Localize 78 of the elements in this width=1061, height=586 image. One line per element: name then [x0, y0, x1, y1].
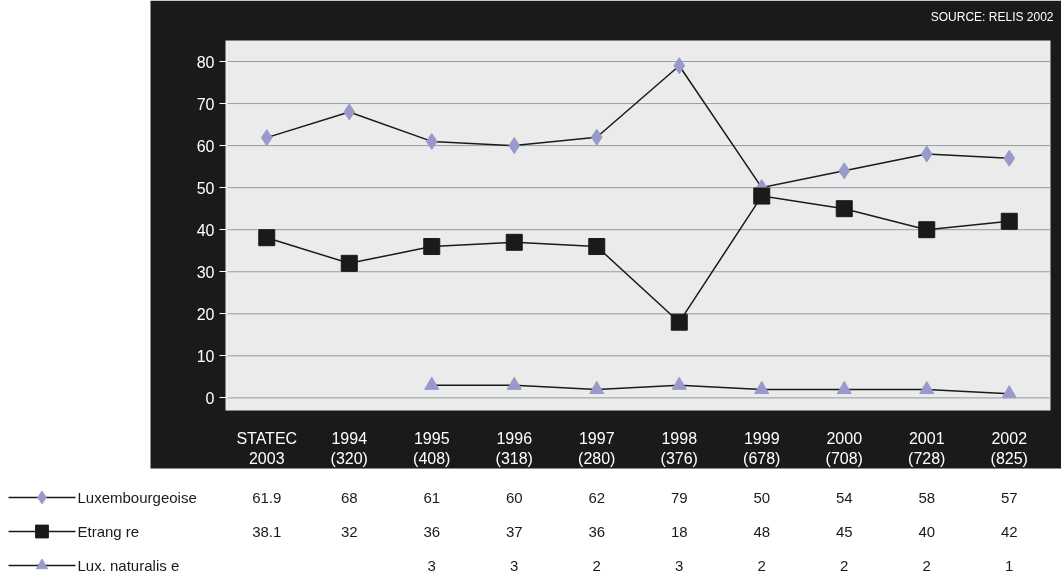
data-label: 58	[918, 488, 936, 506]
point	[671, 376, 687, 390]
x-tick-label: 2001 (728)	[908, 429, 946, 467]
y-tick-label: 60	[196, 137, 215, 155]
data-label: 60	[505, 488, 523, 506]
x-tick-label: 2000 (708)	[825, 429, 863, 467]
point	[836, 380, 852, 395]
legend-label: Etrang re	[77, 523, 140, 540]
point	[340, 254, 358, 272]
data-label: 32	[340, 522, 358, 540]
point	[753, 187, 771, 205]
y-tick-label: 10	[196, 347, 215, 365]
data-label: 57	[1000, 488, 1018, 506]
data-label: 62	[588, 488, 606, 506]
point	[508, 137, 521, 155]
point	[673, 57, 686, 75]
data-label: 36	[423, 522, 441, 540]
x-tick-label: 2002 (825)	[990, 429, 1028, 467]
data-label: 1	[1005, 556, 1014, 574]
data-label: 54	[835, 488, 853, 506]
data-label: 2	[840, 556, 849, 574]
data-label: 3	[427, 556, 436, 574]
point	[754, 380, 770, 395]
data-label: 3	[675, 556, 684, 574]
data-label: 68	[340, 488, 358, 506]
x-tick-label: 1995 (408)	[413, 429, 451, 467]
data-label: 40	[918, 522, 936, 540]
data-label: 61.9	[252, 488, 282, 506]
x-tick-label: 1996 (318)	[495, 429, 533, 467]
data-label: 2	[757, 556, 766, 574]
point	[1003, 149, 1016, 167]
y-tick-label: 70	[196, 95, 215, 113]
point	[838, 162, 851, 180]
point	[506, 376, 522, 390]
data-label: 42	[1000, 522, 1018, 540]
point	[1001, 385, 1017, 399]
x-tick-label: 1997 (280)	[578, 429, 616, 467]
x-tick-label: STATEC 2003	[236, 429, 298, 467]
point	[343, 103, 356, 121]
data-label: 38.1	[252, 522, 282, 540]
data-label: 3	[510, 556, 519, 574]
data-label: 36	[588, 522, 606, 540]
point	[260, 129, 273, 147]
x-tick-label: 1998 (376)	[660, 429, 698, 467]
point	[670, 313, 688, 331]
point	[918, 221, 936, 239]
point	[589, 380, 605, 395]
y-tick-label: 50	[196, 179, 215, 197]
point	[835, 200, 853, 218]
legend-label: Luxembourgeoise	[77, 489, 197, 506]
y-tick-label: 0	[205, 389, 215, 407]
legend-label: Lux. naturalis e	[77, 557, 180, 574]
point	[920, 145, 933, 163]
x-tick-label: 1999 (678)	[743, 429, 781, 467]
data-label: 45	[835, 522, 853, 540]
y-tick-label: 30	[196, 263, 215, 281]
data-label: 2	[922, 556, 931, 574]
y-tick-label: 80	[196, 53, 215, 71]
point	[1000, 212, 1018, 230]
x-tick-label: 1994 (320)	[330, 429, 368, 467]
data-label: 48	[753, 522, 771, 540]
y-tick-label: 40	[196, 221, 215, 239]
point	[423, 238, 441, 256]
source-note: SOURCE: RELIS 2002	[930, 9, 1054, 24]
point	[425, 132, 438, 150]
point	[258, 229, 276, 247]
point	[424, 376, 440, 390]
data-label: 18	[670, 522, 688, 540]
data-label: 50	[753, 488, 771, 506]
point	[588, 238, 606, 256]
data-label: 37	[505, 522, 523, 540]
data-label: 61	[423, 488, 441, 506]
data-label: 79	[670, 488, 688, 506]
point	[919, 380, 935, 395]
y-tick-label: 20	[196, 305, 215, 323]
point	[505, 233, 523, 251]
point	[590, 128, 603, 146]
data-label: 2	[592, 556, 601, 574]
